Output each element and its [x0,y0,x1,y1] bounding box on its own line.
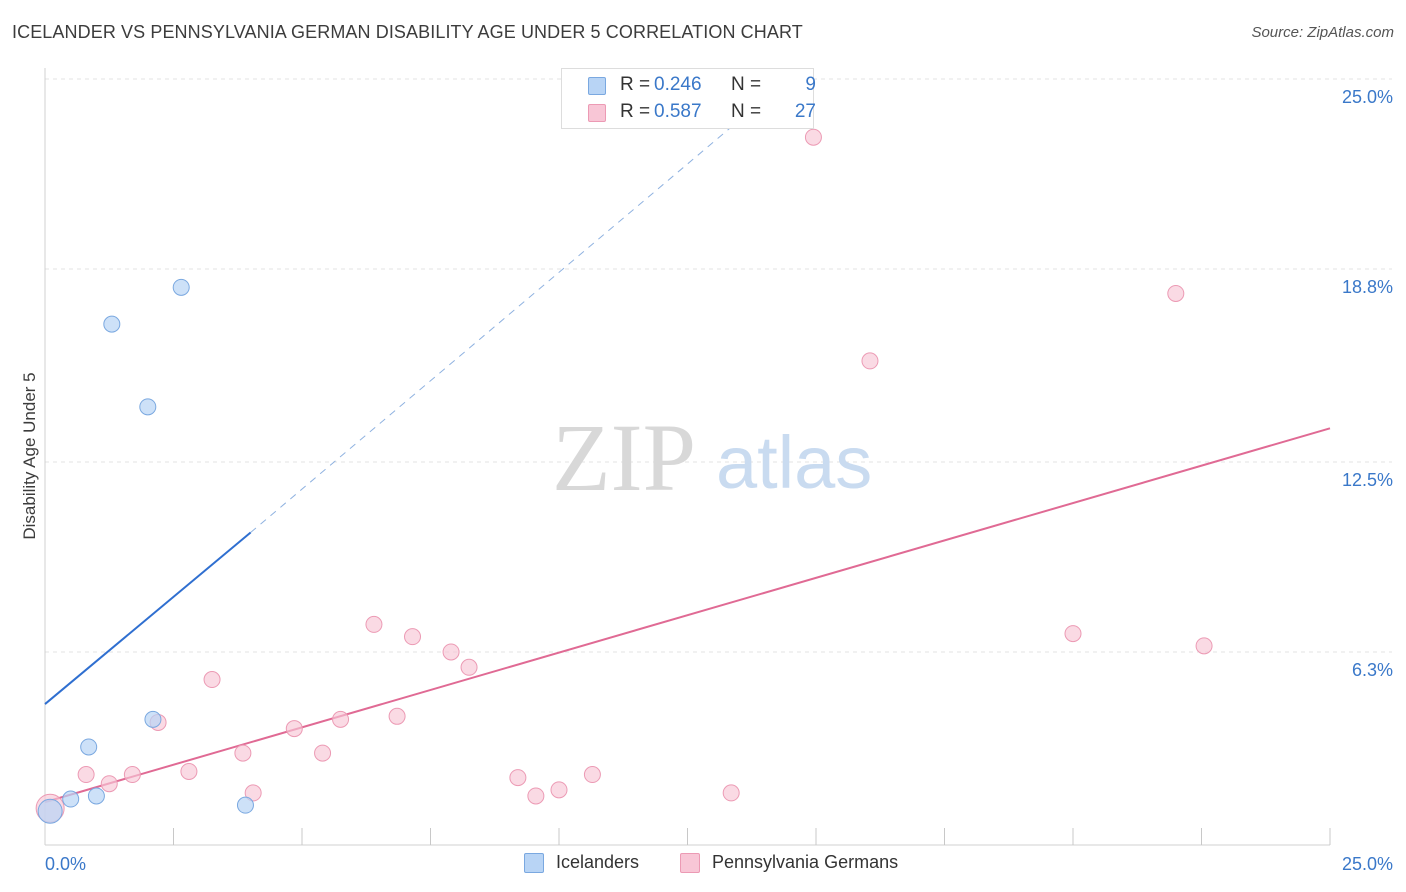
legend-r-label: R = [620,74,651,95]
pa-germans-point[interactable] [861,352,879,370]
trend-lines [44,124,1331,804]
legend-r-value: 0.246 [654,74,702,95]
pa-germans-point[interactable] [460,658,478,676]
pa-germans-point[interactable] [1195,637,1213,655]
watermark-zip: ZIP [552,404,696,511]
source-label: Source: ZipAtlas.com [1251,24,1394,41]
legend-n-value: 9 [805,74,816,95]
pa-germans-point[interactable] [180,762,198,780]
pa-germans-point[interactable] [314,744,332,762]
icelanders-point[interactable] [103,315,121,333]
pa-germans-point[interactable] [550,781,568,799]
chart-title: ICELANDER VS PENNSYLVANIA GERMAN DISABIL… [12,22,803,42]
x-tick-label: 0.0% [45,854,86,874]
pa-germans-point[interactable] [332,710,350,728]
pa-germans-point[interactable] [442,643,460,661]
legend-label-pa-germans: Pennsylvania Germans [712,852,899,872]
icelanders-point[interactable] [236,796,254,814]
legend-n-label: N = [731,101,762,122]
pa-germans-point[interactable] [123,766,141,784]
pa-germans-point[interactable] [583,766,601,784]
icelanders-point[interactable] [172,278,190,296]
legend-n-value: 27 [794,101,816,122]
legend-swatch-icelanders [524,853,544,873]
pa-germans-point[interactable] [77,766,95,784]
pa-germans-point[interactable] [244,784,262,802]
icelanders-point[interactable] [144,710,162,728]
icelanders-point[interactable] [139,398,157,416]
pa-germans-point[interactable] [804,128,822,146]
tick-labels: 6.3% 12.5% 18.8% 25.0% 0.0% 25.0% [45,87,1393,874]
data-points [35,128,1213,824]
pa-germans-point[interactable] [1167,284,1185,302]
gridlines [45,78,1392,653]
legend-label-icelanders: Icelanders [556,852,640,872]
pa-germans-point[interactable] [509,769,527,787]
y-tick-label: 12.5% [1342,470,1393,490]
legend-r-label: R = [620,101,651,122]
pa-germans-point[interactable] [365,615,383,633]
pa-germans-point[interactable] [404,628,422,646]
pa-germans-point[interactable] [722,784,740,802]
y-tick-label: 18.8% [1342,277,1393,297]
correlation-legend: R = 0.246 N = 9 R = 0.587 N = 27 [561,68,816,129]
icelanders-trend-line-projected [250,124,735,533]
pa-germans-point[interactable] [1064,625,1082,643]
pa-germans-point[interactable] [388,707,406,725]
legend-n-label: N = [731,74,762,95]
axes [44,68,1331,846]
pa-germans-point[interactable] [203,671,221,689]
icelanders-point[interactable] [62,790,80,808]
legend-swatch-icelanders [588,77,606,95]
pa-germans-point[interactable] [100,775,118,793]
pa-germans-trend-line [44,427,1331,804]
legend-r-value: 0.587 [654,101,702,122]
pa-germans-point[interactable] [527,787,545,805]
legend-swatch-pa-germans [680,853,700,873]
x-tick-label: 25.0% [1342,854,1393,874]
watermark: ZIP atlas [552,404,872,511]
watermark-atlas: atlas [716,421,872,504]
icelanders-point[interactable] [87,787,105,805]
pa-germans-point[interactable] [234,744,252,762]
icelanders-point[interactable] [80,738,98,756]
y-tick-label: 25.0% [1342,87,1393,107]
icelanders-trend-line [44,531,252,705]
y-tick-label: 6.3% [1352,660,1393,680]
pa-germans-point[interactable] [285,720,303,738]
legend-swatch-pa-germans [588,104,606,122]
icelanders-point[interactable] [37,798,63,824]
